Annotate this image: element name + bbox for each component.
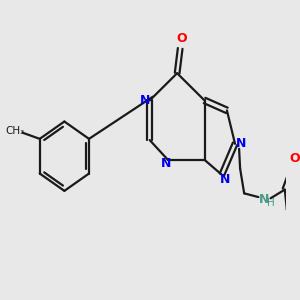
Text: N: N <box>220 173 230 186</box>
Text: N: N <box>161 157 171 170</box>
Text: CH₃: CH₃ <box>6 126 25 136</box>
Text: H: H <box>267 198 274 208</box>
Text: O: O <box>176 32 187 45</box>
Text: N: N <box>140 94 150 107</box>
Text: N: N <box>259 193 270 206</box>
Text: N: N <box>236 137 246 150</box>
Text: O: O <box>290 152 300 165</box>
